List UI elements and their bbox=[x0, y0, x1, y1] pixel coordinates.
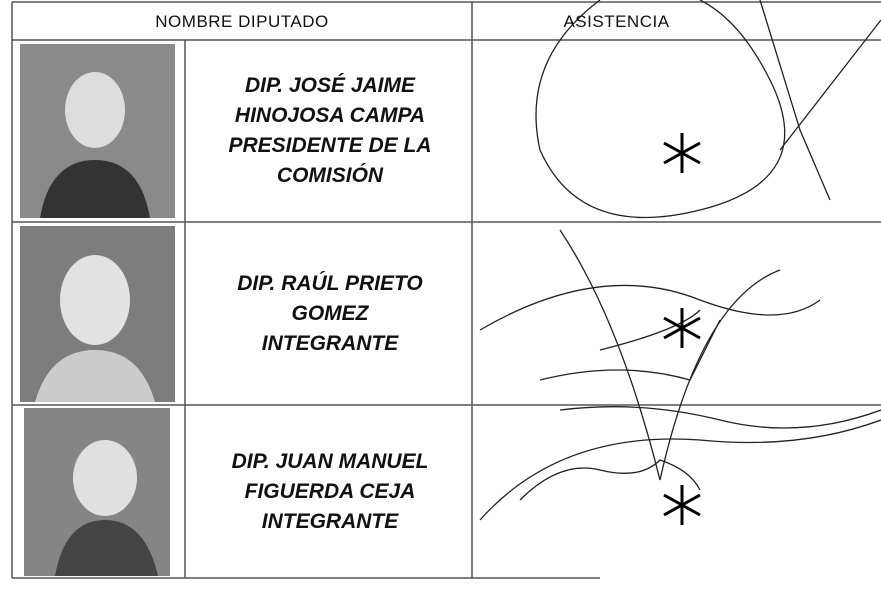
deputy-name: DIP. JOSÉ JAIME HINOJOSA CAMPA PRESIDENTE … bbox=[190, 71, 470, 191]
deputy-name: DIP. JUAN MANUEL FIGUERDA CEJA INTEGRANTE bbox=[190, 447, 470, 537]
name-line: GOMEZ bbox=[291, 301, 369, 325]
table-grid bbox=[11, 1, 881, 579]
signatures bbox=[479, 0, 881, 521]
name-line: COMISIÓN bbox=[276, 164, 384, 187]
name-line: INTEGRANTE bbox=[261, 509, 399, 533]
name-line: HINOJOSA CAMPA bbox=[234, 104, 426, 127]
name-line: DIP. JOSÉ JAIME bbox=[244, 74, 415, 97]
photos bbox=[20, 44, 175, 576]
name-line: DIP. JUAN MANUEL bbox=[231, 449, 429, 473]
asterisks bbox=[663, 133, 701, 525]
deputy-name: DIP. RAÚL PRIETO GOMEZ INTEGRANTE bbox=[190, 269, 470, 359]
column-header: NOMBRE DIPUTADO bbox=[155, 12, 329, 31]
column-header: ASISTENCIA bbox=[563, 12, 670, 31]
name-line: FIGUERDA CEJA bbox=[244, 479, 416, 503]
name-line: DIP. RAÚL PRIETO bbox=[237, 271, 423, 295]
name-line: INTEGRANTE bbox=[261, 331, 399, 355]
name-line: PRESIDENTE DE LA bbox=[228, 134, 432, 157]
